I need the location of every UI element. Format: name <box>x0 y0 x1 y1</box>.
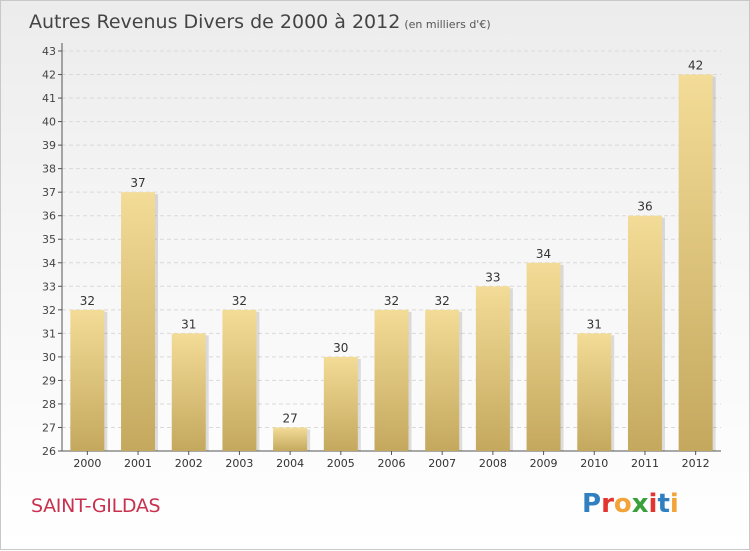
y-tick-label: 28 <box>42 398 56 411</box>
bar <box>526 262 561 451</box>
x-tick-label: 2004 <box>276 457 304 470</box>
y-tick-label: 39 <box>42 139 56 152</box>
data-label: 31 <box>587 317 602 331</box>
data-label: 30 <box>333 341 348 355</box>
x-tick-label: 2005 <box>327 457 355 470</box>
chart-unit: (en milliers d'€) <box>404 18 491 31</box>
bar <box>678 74 713 451</box>
chart-title: Autres Revenus Divers de 2000 à 2012 (en … <box>29 11 491 33</box>
bar <box>222 309 257 451</box>
y-tick-label: 31 <box>42 327 56 340</box>
x-tick-label: 2000 <box>73 457 101 470</box>
y-tick-label: 37 <box>42 186 56 199</box>
proxiti-logo-letter: i <box>648 489 658 519</box>
y-tick-label: 41 <box>42 92 56 105</box>
bar <box>475 286 510 451</box>
y-tick-label: 35 <box>42 233 56 246</box>
data-label: 32 <box>80 294 95 308</box>
data-label: 37 <box>130 176 145 190</box>
bar <box>627 215 662 451</box>
x-tick-label: 2012 <box>682 457 710 470</box>
bar <box>374 309 409 451</box>
data-label: 36 <box>637 200 652 214</box>
data-label: 32 <box>232 294 247 308</box>
bar <box>323 356 358 451</box>
y-tick-label: 26 <box>42 445 56 458</box>
y-tick-label: 40 <box>42 116 56 129</box>
data-label: 27 <box>282 411 297 425</box>
data-label: 31 <box>181 317 196 331</box>
proxiti-logo-letter: t <box>657 489 670 519</box>
bar <box>273 427 308 451</box>
y-tick-label: 38 <box>42 163 56 176</box>
data-label: 32 <box>384 294 399 308</box>
x-tick-label: 2006 <box>378 457 406 470</box>
y-tick-label: 42 <box>42 69 56 82</box>
proxiti-logo-letter: x <box>631 489 649 519</box>
bar <box>121 192 156 452</box>
x-tick-label: 2003 <box>225 457 253 470</box>
y-tick-label: 27 <box>42 421 56 434</box>
x-tick-label: 2007 <box>428 457 456 470</box>
y-tick-label: 32 <box>42 304 56 317</box>
commune-name: SAINT-GILDAS <box>31 495 161 517</box>
data-label: 33 <box>485 270 500 284</box>
x-tick-label: 2008 <box>479 457 507 470</box>
x-tick-label: 2001 <box>124 457 152 470</box>
chart-title-text: Autres Revenus Divers de 2000 à 2012 <box>29 11 401 33</box>
proxiti-logo-letter: o <box>613 489 632 519</box>
bar <box>425 309 460 451</box>
y-tick-label: 33 <box>42 280 56 293</box>
bar <box>171 333 206 451</box>
y-tick-label: 30 <box>42 351 56 364</box>
proxiti-logo-letter: i <box>669 489 679 519</box>
bar <box>70 309 105 451</box>
proxiti-logo-letter: P <box>582 489 602 519</box>
x-tick-label: 2010 <box>580 457 608 470</box>
data-label: 32 <box>435 294 450 308</box>
y-tick-label: 43 <box>42 45 56 58</box>
x-tick-label: 2011 <box>631 457 659 470</box>
y-tick-label: 36 <box>42 210 56 223</box>
bar <box>577 333 612 451</box>
proxiti-logo[interactable]: Proxiti <box>582 489 679 519</box>
data-label: 34 <box>536 247 551 261</box>
y-tick-label: 34 <box>42 257 56 270</box>
x-tick-label: 2009 <box>530 457 558 470</box>
proxiti-logo-letter: r <box>601 489 614 519</box>
y-tick-label: 29 <box>42 374 56 387</box>
x-tick-label: 2002 <box>175 457 203 470</box>
data-label: 42 <box>688 59 703 73</box>
